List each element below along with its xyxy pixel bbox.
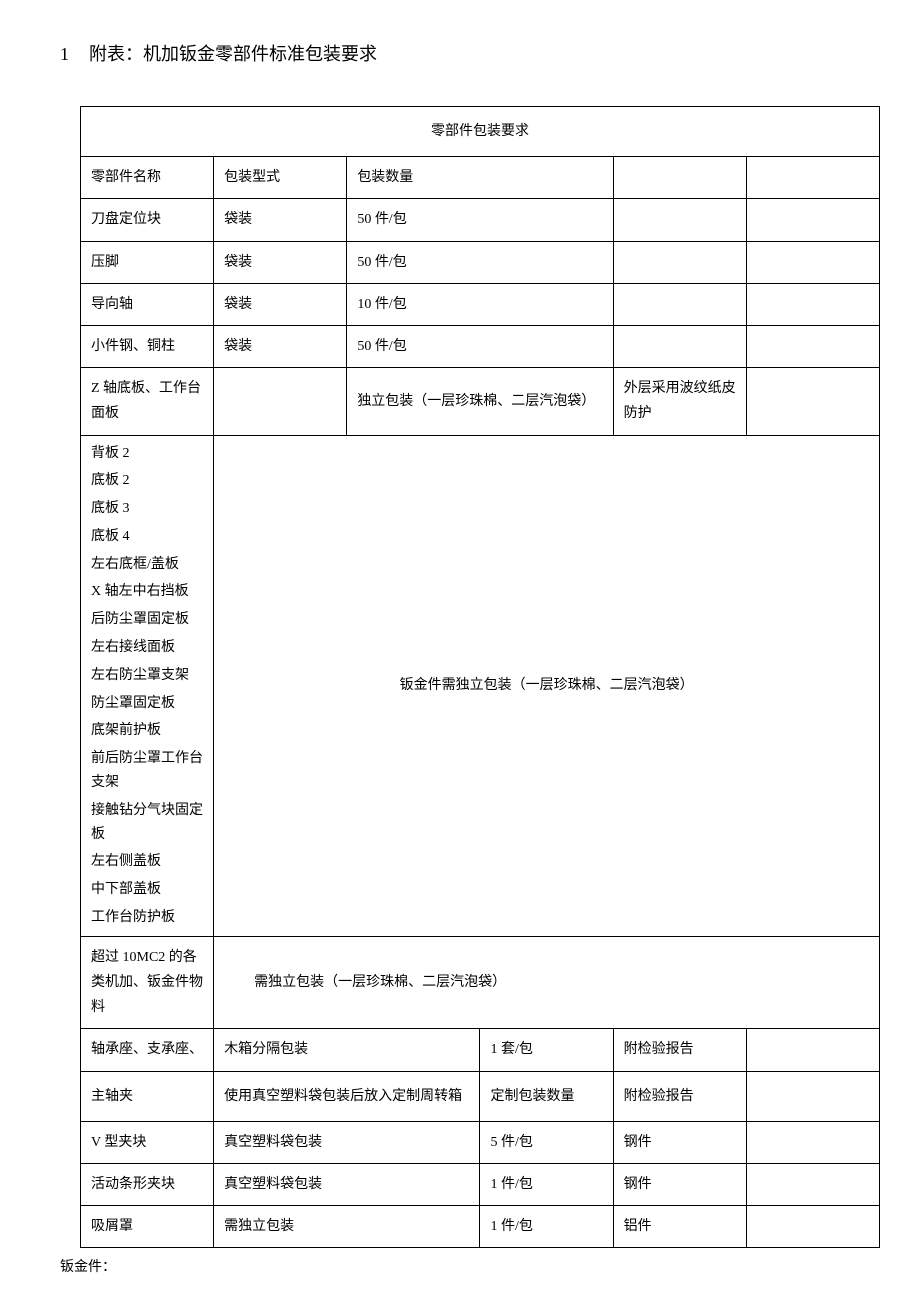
row-last	[746, 283, 879, 325]
row-note	[613, 199, 746, 241]
title-number: 1	[60, 44, 69, 65]
z-axis-note: 外层采用波纹纸皮防护	[613, 368, 746, 435]
sheet-metal-item: 中下部盖板	[91, 876, 203, 904]
sheet-metal-item: 左右底框/盖板	[91, 551, 203, 579]
row-qty: 1 套/包	[480, 1029, 613, 1071]
col-header-qty: 包装数量	[347, 157, 613, 199]
sheet-metal-item: 底架前护板	[91, 717, 203, 745]
sheet-metal-item: 防尘罩固定板	[91, 690, 203, 718]
row-last	[746, 199, 879, 241]
row-type: 袋装	[214, 241, 347, 283]
row-qty: 1 件/包	[480, 1163, 613, 1205]
row-type: 需独立包装	[214, 1205, 480, 1247]
row-note: 铝件	[613, 1205, 746, 1247]
col-header-type: 包装型式	[214, 157, 347, 199]
row-name: 刀盘定位块	[81, 199, 214, 241]
row-type: 袋装	[214, 325, 347, 367]
z-axis-last	[746, 368, 879, 435]
sheet-metal-item: 底板 4	[91, 523, 203, 551]
row-type: 袋装	[214, 199, 347, 241]
over-10mc2-note: 需独立包装（一层珍珠棉、二层汽泡袋）	[214, 936, 880, 1029]
row-last	[746, 1121, 879, 1163]
packaging-table: 零部件包装要求 零部件名称 包装型式 包装数量 刀盘定位块 袋装 50 件/包 …	[80, 106, 880, 1248]
over-10mc2-name: 超过 10MC2 的各类机加、钣金件物料	[81, 936, 214, 1029]
row-note: 附检验报告	[613, 1029, 746, 1071]
row-last	[746, 1029, 879, 1071]
row-last	[746, 325, 879, 367]
row-qty: 50 件/包	[347, 325, 613, 367]
sheet-metal-item: 底板 3	[91, 495, 203, 523]
sheet-metal-item: 工作台防护板	[91, 904, 203, 932]
row-qty: 1 件/包	[480, 1205, 613, 1247]
row-last	[746, 1071, 879, 1121]
row-qty: 50 件/包	[347, 199, 613, 241]
row-qty: 定制包装数量	[480, 1071, 613, 1121]
row-note: 钢件	[613, 1121, 746, 1163]
footer-text: 钣金件：	[60, 1256, 860, 1276]
row-name: 小件钢、铜柱	[81, 325, 214, 367]
page-title: 1 附表：机加钣金零部件标准包装要求	[60, 40, 860, 66]
z-axis-name: Z 轴底板、工作台面板	[81, 368, 214, 435]
table-header: 零部件包装要求	[81, 107, 880, 157]
sheet-metal-item: X 轴左中右挡板	[91, 578, 203, 606]
row-name: 轴承座、支承座、	[81, 1029, 214, 1071]
row-name: 主轴夹	[81, 1071, 214, 1121]
row-type: 袋装	[214, 283, 347, 325]
row-name: V 型夹块	[81, 1121, 214, 1163]
col-header-note	[613, 157, 746, 199]
sheet-metal-item: 前后防尘罩工作台支架	[91, 745, 203, 797]
sheet-metal-item: 底板 2	[91, 467, 203, 495]
row-note	[613, 325, 746, 367]
row-name: 压脚	[81, 241, 214, 283]
row-qty: 5 件/包	[480, 1121, 613, 1163]
row-last	[746, 1205, 879, 1247]
sheet-metal-item: 左右接线面板	[91, 634, 203, 662]
col-header-last	[746, 157, 879, 199]
row-qty: 10 件/包	[347, 283, 613, 325]
title-text: 附表：机加钣金零部件标准包装要求	[89, 40, 377, 66]
row-name: 导向轴	[81, 283, 214, 325]
row-last	[746, 241, 879, 283]
row-last	[746, 1163, 879, 1205]
sheet-metal-item: 左右防尘罩支架	[91, 662, 203, 690]
sheet-metal-item: 接触钻分气块固定板	[91, 797, 203, 849]
row-note	[613, 241, 746, 283]
row-name: 吸屑罩	[81, 1205, 214, 1247]
row-type: 木箱分隔包装	[214, 1029, 480, 1071]
row-note: 附检验报告	[613, 1071, 746, 1121]
sheet-metal-note: 钣金件需独立包装（一层珍珠棉、二层汽泡袋）	[214, 435, 880, 936]
sheet-metal-list: 背板 2底板 2底板 3底板 4左右底框/盖板X 轴左中右挡板后防尘罩固定板左右…	[81, 435, 214, 936]
row-qty: 50 件/包	[347, 241, 613, 283]
row-type: 真空塑料袋包装	[214, 1121, 480, 1163]
row-note: 钢件	[613, 1163, 746, 1205]
row-type: 真空塑料袋包装	[214, 1163, 480, 1205]
row-type: 使用真空塑料袋包装后放入定制周转箱	[214, 1071, 480, 1121]
col-header-name: 零部件名称	[81, 157, 214, 199]
sheet-metal-item: 左右侧盖板	[91, 848, 203, 876]
sheet-metal-item: 后防尘罩固定板	[91, 606, 203, 634]
z-axis-qty: 独立包装（一层珍珠棉、二层汽泡袋）	[347, 368, 613, 435]
sheet-metal-item: 背板 2	[91, 440, 203, 468]
row-name: 活动条形夹块	[81, 1163, 214, 1205]
z-axis-type	[214, 368, 347, 435]
row-note	[613, 283, 746, 325]
